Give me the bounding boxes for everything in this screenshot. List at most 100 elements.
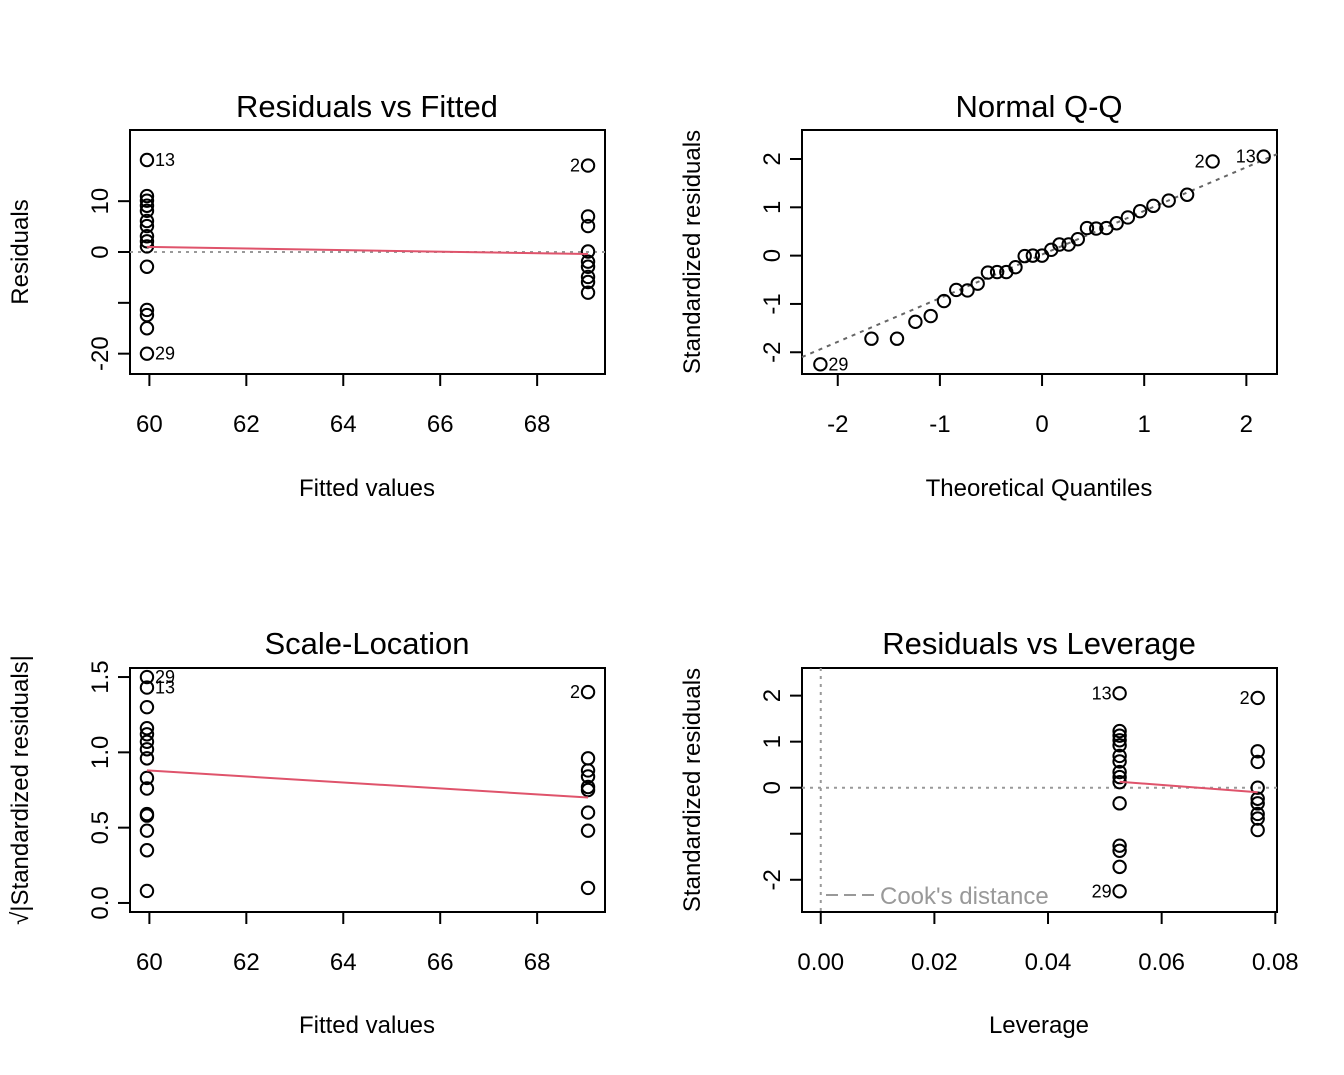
x-tick-label: 0 xyxy=(1035,411,1048,438)
y-axis-label: √|Standardized residuals| xyxy=(7,655,34,925)
data-point xyxy=(1250,690,1265,706)
data-point xyxy=(139,321,155,336)
data-point xyxy=(580,218,596,234)
data-point xyxy=(1112,843,1127,858)
point-label: 29 xyxy=(155,344,175,364)
point-label: 13 xyxy=(1092,683,1112,703)
data-point xyxy=(889,331,905,346)
data-point xyxy=(989,264,1005,280)
data-point xyxy=(139,259,155,274)
data-point xyxy=(864,331,879,346)
data-point xyxy=(1250,791,1265,806)
data-point xyxy=(139,669,155,685)
data-point xyxy=(580,880,596,896)
data-point xyxy=(580,259,596,274)
data-point xyxy=(139,883,155,899)
data-point xyxy=(1109,216,1124,231)
x-tick-label: 68 xyxy=(524,411,551,438)
data-point xyxy=(1146,198,1161,214)
data-point xyxy=(139,770,155,786)
y-tick-label: 10 xyxy=(87,188,114,215)
data-point xyxy=(936,293,952,309)
plot-area: 0.00 0.02 0.04 0.06 0.08 -2 0 1 2 13 2 29 xyxy=(759,667,1299,976)
data-point xyxy=(1112,796,1127,811)
data-point xyxy=(139,213,155,229)
y-tick-label: 2 xyxy=(759,152,786,165)
plot-frame xyxy=(129,129,606,375)
x-tick-label: 66 xyxy=(427,411,454,438)
data-point xyxy=(139,781,155,796)
point-label: 13 xyxy=(155,150,175,170)
data-point xyxy=(949,282,964,298)
y-tick-label: -20 xyxy=(87,336,114,371)
x-tick-label: 0.02 xyxy=(911,949,958,976)
data-point xyxy=(580,769,596,784)
data-point xyxy=(1112,748,1127,764)
panel-normal-qq: Normal Q-Q Theoretical Quantiles Standar… xyxy=(679,89,1278,502)
x-tick-label: 1 xyxy=(1138,411,1151,438)
x-axis-label: Leverage xyxy=(989,1012,1089,1039)
y-tick-label: 1 xyxy=(759,735,786,748)
data-point xyxy=(1256,149,1271,164)
panel-residuals-vs-leverage: Residuals vs Leverage Leverage Standardi… xyxy=(679,626,1299,1039)
data-point xyxy=(580,751,596,766)
x-axis-label: Fitted values xyxy=(299,1012,435,1039)
data-point xyxy=(1070,231,1086,247)
data-point xyxy=(139,229,155,244)
y-tick-label: -2 xyxy=(759,869,786,890)
x-tick-label: 66 xyxy=(427,949,454,976)
data-point xyxy=(580,285,596,300)
chart-title: Scale-Location xyxy=(264,626,469,661)
y-tick-label: 1.5 xyxy=(87,660,114,693)
x-tick-label: 64 xyxy=(330,949,357,976)
chart-title: Normal Q-Q xyxy=(955,89,1122,124)
y-tick-label: -2 xyxy=(759,342,786,363)
data-point xyxy=(139,302,155,318)
data-point xyxy=(580,244,596,259)
legend: Cook's distance xyxy=(826,883,1049,910)
chart-title: Residuals vs Fitted xyxy=(236,89,498,124)
point-label: 2 xyxy=(1195,151,1205,171)
data-point xyxy=(1025,248,1041,263)
data-point xyxy=(1250,806,1265,822)
data-point xyxy=(139,808,155,823)
y-tick-label: 0.5 xyxy=(87,811,114,844)
data-point xyxy=(139,218,155,234)
smooth-line xyxy=(1119,780,1258,794)
x-tick-label: 0.08 xyxy=(1252,949,1299,976)
x-tick-label: 0.06 xyxy=(1138,949,1185,976)
x-axis-label: Theoretical Quantiles xyxy=(926,475,1153,502)
data-point xyxy=(580,782,596,798)
y-tick-label: 0 xyxy=(759,249,786,262)
x-tick-label: 62 xyxy=(233,949,260,976)
data-point xyxy=(580,158,596,173)
data-point xyxy=(139,727,155,742)
data-point xyxy=(139,188,155,204)
data-point xyxy=(139,843,155,858)
y-tick-label: 0 xyxy=(759,781,786,794)
x-tick-label: 62 xyxy=(233,411,260,438)
data-point xyxy=(1250,780,1265,795)
data-point xyxy=(1034,248,1050,263)
point-label: 13 xyxy=(155,678,175,698)
x-tick-label: -1 xyxy=(929,411,950,438)
data-point xyxy=(1250,744,1265,759)
point-label: 13 xyxy=(1236,147,1256,167)
x-tick-label: 64 xyxy=(330,411,357,438)
data-point xyxy=(580,209,596,224)
data-point xyxy=(1112,884,1127,899)
y-axis-label: Standardized residuals xyxy=(679,130,706,374)
y-axis-label: Residuals xyxy=(7,199,34,304)
y-tick-label: 1.0 xyxy=(87,736,114,769)
smooth-line xyxy=(146,769,589,799)
y-axis-label: Standardized residuals xyxy=(679,668,706,912)
data-point xyxy=(139,721,155,736)
y-tick-label: 0.0 xyxy=(87,886,114,919)
point-label: 2 xyxy=(570,156,580,176)
data-point xyxy=(139,346,155,361)
data-point xyxy=(1205,154,1220,169)
data-point xyxy=(1079,220,1095,236)
data-point xyxy=(1112,738,1127,753)
data-point xyxy=(1250,754,1265,770)
